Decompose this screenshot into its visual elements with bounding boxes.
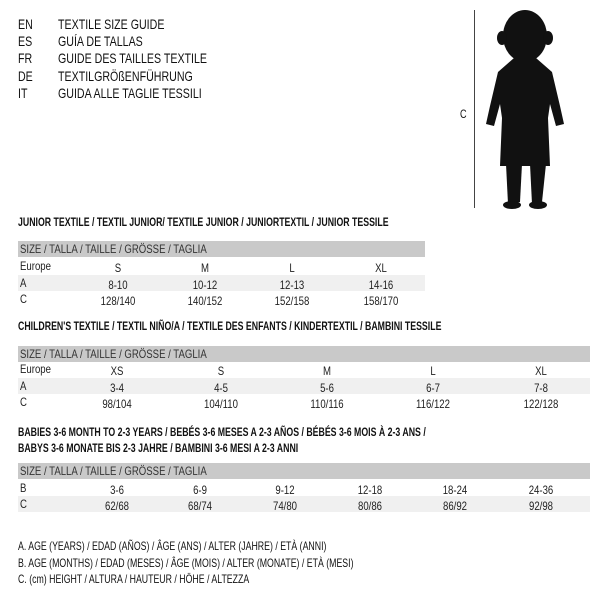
table-cell: 4-5 (214, 381, 228, 395)
table-cell: 12-13 (279, 278, 305, 292)
table-cell: 140/152 (187, 294, 223, 308)
table-cell: 68/74 (187, 499, 213, 513)
table-header: SIZE / TALLA / TAILLE / GRÖSSE / TAGLIA (20, 347, 207, 361)
row-stripe (18, 275, 425, 291)
table-cell: 98/104 (102, 397, 132, 411)
language-title: GUÍA DE TALLAS (58, 33, 143, 50)
table-cell: 8-10 (108, 278, 128, 292)
table-cell: 9-12 (275, 483, 295, 497)
table-cell: 7-8 (534, 381, 548, 395)
table-cell: 12-18 (357, 483, 383, 497)
table-title: BABIES 3-6 MONTH TO 2-3 YEARS / BEBÉS 3-… (18, 425, 426, 439)
row-label: C (20, 292, 27, 306)
table-header: SIZE / TALLA / TAILLE / GRÖSSE / TAGLIA (20, 464, 207, 478)
table-cell: 5-6 (320, 381, 334, 395)
row-label: Europe (20, 362, 51, 376)
table-cell: 6-9 (193, 483, 207, 497)
child-silhouette-icon (486, 10, 564, 209)
table-cell: S (114, 261, 122, 275)
table-header-band (18, 463, 590, 479)
row-stripe (18, 496, 590, 512)
table-cell: 128/140 (100, 294, 136, 308)
table-title: CHILDREN'S TEXTILE / TEXTIL NIÑO/A / TEX… (18, 319, 442, 333)
language-code: EN (18, 16, 33, 32)
row-label: C (20, 395, 27, 409)
language-code: FR (18, 50, 33, 67)
table-cell: XL (375, 261, 387, 275)
table-cell: S (217, 364, 225, 378)
height-line (474, 10, 475, 208)
table-cell: 80/86 (357, 499, 383, 513)
table-cell: 6-7 (426, 381, 440, 395)
language-title: TEXTILE SIZE GUIDE (58, 16, 165, 32)
table-cell: 14-16 (368, 278, 394, 292)
row-label: B (20, 481, 27, 495)
table-cell: M (323, 364, 331, 378)
table-cell: 74/80 (272, 499, 298, 513)
height-label: C (460, 107, 467, 121)
table-cell: 158/170 (363, 294, 399, 308)
table-cell: L (430, 364, 436, 378)
row-stripe (18, 378, 590, 394)
table-title: BABYS 3-6 MONATE BIS 2-3 JAHRE / BAMBINI… (18, 441, 299, 455)
table-cell: M (201, 261, 209, 275)
table-cell: XL (535, 364, 547, 378)
table-cell: 110/116 (310, 397, 344, 411)
table-cell: 62/68 (104, 499, 130, 513)
language-title: GUIDE DES TAILLES TEXTILE (58, 50, 208, 67)
row-label: A (20, 379, 27, 393)
table-header-band (18, 346, 590, 362)
table-cell: 3-4 (110, 381, 124, 395)
table-cell: 122/128 (523, 397, 559, 411)
table-cell: 3-6 (110, 483, 124, 497)
table-cell: XS (110, 364, 124, 378)
table-cell: 24-36 (528, 483, 554, 497)
legend-item: C. (cm) HEIGHT / ALTURA / HAUTEUR / HÖHE… (18, 572, 250, 586)
table-cell: 92/98 (528, 499, 554, 513)
language-title: TEXTILGRÖßENFÜHRUNG (58, 67, 193, 84)
table-cell: L (289, 261, 295, 275)
language-title: GUIDA ALLE TAGLIE TESSILI (58, 84, 202, 101)
language-code: IT (18, 84, 28, 101)
table-cell: 18-24 (442, 483, 468, 497)
table-cell: 116/122 (416, 397, 450, 411)
table-cell: 86/92 (442, 499, 468, 513)
legend-item: B. AGE (MONTHS) / EDAD (MESES) / ÂGE (MO… (18, 555, 354, 570)
table-header: SIZE / TALLA / TAILLE / GRÖSSE / TAGLIA (20, 242, 207, 256)
table-title: JUNIOR TEXTILE / TEXTIL JUNIOR/ TEXTILE … (18, 215, 389, 229)
table-cell: 10-12 (192, 278, 218, 292)
table-cell: 152/158 (274, 294, 310, 308)
row-label: C (20, 497, 27, 511)
language-code: ES (18, 33, 33, 50)
language-code: DE (18, 67, 33, 84)
table-cell: 104/110 (204, 397, 238, 411)
row-label: A (20, 276, 27, 290)
legend-item: A. AGE (YEARS) / EDAD (AÑOS) / ÂGE (ANS)… (18, 539, 327, 553)
row-label: Europe (20, 259, 51, 273)
table-header-band (18, 241, 425, 257)
